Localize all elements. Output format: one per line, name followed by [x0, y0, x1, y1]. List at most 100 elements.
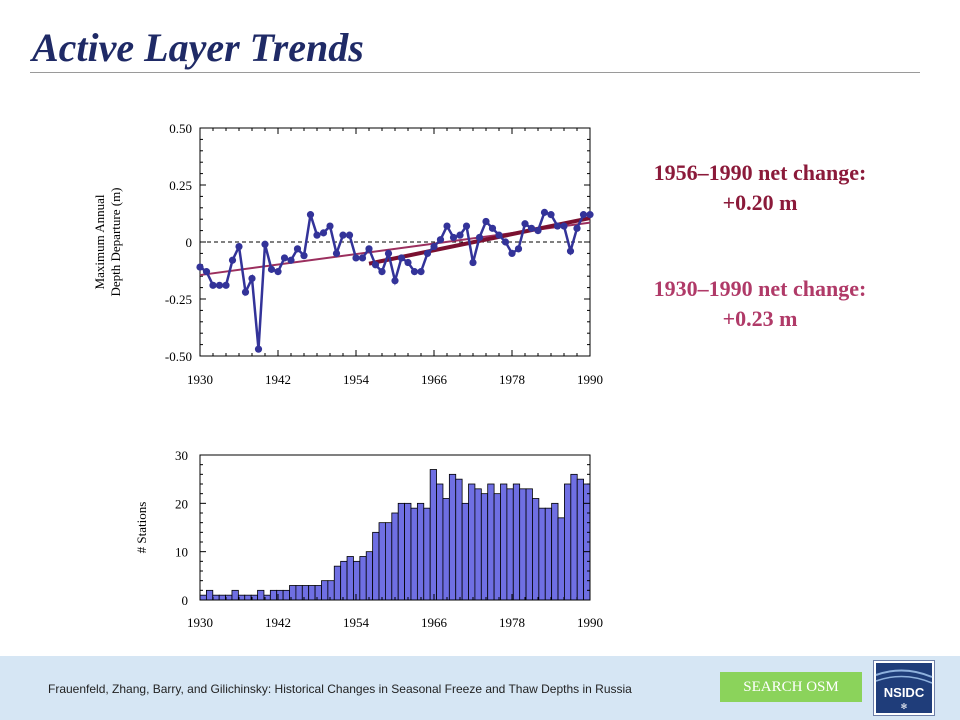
- y-tick-label: 0: [182, 593, 189, 608]
- data-point: [235, 242, 243, 251]
- station-bar: [474, 488, 482, 601]
- stations-bar-chart: 1930 1942 1954 1966 1978 1990 30 20 10 0 # Station…: [134, 448, 603, 630]
- data-point: [560, 222, 568, 230]
- x-tick-label: 1990: [577, 615, 603, 630]
- y-tick-label: -0.25: [165, 292, 192, 307]
- station-bar: [455, 478, 463, 601]
- y-tick-label: 30: [175, 448, 188, 463]
- station-bar: [416, 502, 425, 601]
- station-bar: [519, 488, 527, 601]
- station-bar: [282, 589, 290, 601]
- data-point: [579, 211, 588, 219]
- station-bar: [436, 483, 444, 601]
- y-tick-label: 10: [175, 545, 188, 560]
- station-bar: [461, 502, 469, 601]
- data-point: [514, 245, 523, 253]
- x-tick-label: 1978: [499, 615, 525, 630]
- nsidc-logo[interactable]: NSIDC ✻: [873, 660, 935, 716]
- data-point: [553, 222, 562, 230]
- station-bar: [359, 556, 367, 601]
- full-change-value: +0.23 m: [722, 306, 798, 331]
- data-point: [384, 249, 393, 257]
- y-tick-label: 20: [175, 496, 188, 511]
- data-point: [521, 220, 529, 228]
- data-point: [482, 217, 490, 226]
- data-point: [430, 242, 438, 251]
- station-bar: [410, 507, 418, 601]
- data-point: [371, 261, 380, 269]
- station-bar: [506, 488, 514, 601]
- y-tick-label: 0: [186, 235, 193, 250]
- snowflake-icon: ✻: [901, 702, 908, 711]
- station-bar: [314, 585, 322, 601]
- recent-change-annotation: 1956–1990 net change: +0.20 m: [610, 160, 910, 216]
- data-point: [306, 211, 315, 219]
- data-point: [332, 249, 341, 257]
- data-point: [293, 245, 302, 253]
- recent-change-value: +0.20 m: [722, 190, 798, 215]
- search-osm-button[interactable]: SEARCH OSM: [720, 672, 862, 702]
- station-bar: [244, 594, 252, 601]
- data-point: [475, 233, 484, 242]
- data-point: [410, 268, 419, 276]
- station-bar: [532, 498, 540, 601]
- station-bar: [205, 589, 214, 601]
- data-point: [287, 256, 295, 264]
- data-point: [345, 231, 354, 239]
- data-point: [378, 268, 386, 276]
- x-tick-label: 1966: [421, 615, 448, 630]
- station-bar: [327, 580, 335, 601]
- station-bar: [544, 507, 553, 601]
- station-bar: [429, 469, 437, 601]
- station-bar: [346, 556, 354, 601]
- station-bar: [321, 580, 329, 601]
- station-bar: [538, 507, 546, 601]
- station-bar: [500, 483, 508, 601]
- page-title: Active Layer Trends: [32, 25, 364, 70]
- data-point: [449, 233, 458, 242]
- y-tick-label: 0.50: [169, 121, 192, 136]
- x-tick-label: 1954: [343, 615, 370, 630]
- data-point: [586, 211, 594, 219]
- station-bar: [397, 502, 405, 601]
- station-bar: [525, 488, 533, 601]
- data-point: [417, 268, 425, 276]
- data-point: [215, 281, 224, 289]
- nsidc-logo-graphic: NSIDC ✻: [875, 663, 933, 713]
- station-bar: [551, 502, 559, 601]
- data-point: [267, 265, 276, 273]
- depth-departure-line-chart: 1930 1942 1954 1966 1978 1990 0.50 0.25 0 -0.25 -0…: [92, 121, 603, 387]
- station-bar: [308, 585, 316, 601]
- data-point: [352, 254, 360, 262]
- data-point: [443, 222, 451, 230]
- data-point: [527, 224, 536, 232]
- data-point: [319, 229, 328, 237]
- station-bar: [218, 594, 226, 601]
- station-bar: [391, 512, 399, 601]
- station-bar: [404, 502, 412, 601]
- data-point: [261, 240, 269, 248]
- station-bar: [289, 585, 297, 601]
- station-bar: [257, 589, 265, 601]
- station-bar: [269, 589, 278, 601]
- data-point: [397, 254, 406, 262]
- station-bar: [448, 473, 457, 601]
- data-point: [501, 238, 510, 246]
- station-bar: [333, 565, 342, 601]
- data-point: [300, 252, 308, 260]
- station-bar: [512, 483, 521, 601]
- x-tick-label: 1990: [577, 372, 603, 387]
- station-bar: [225, 594, 233, 601]
- y-tick-label: 0.25: [169, 178, 192, 193]
- data-point: [404, 258, 412, 267]
- data-point: [495, 231, 503, 239]
- data-point: [488, 224, 497, 232]
- x-tick-label: 1978: [499, 372, 525, 387]
- data-point: [222, 281, 230, 289]
- data-point: [202, 268, 211, 276]
- station-bar: [199, 594, 207, 601]
- data-point: [209, 281, 217, 289]
- data-point: [436, 236, 445, 244]
- data-point: [423, 249, 432, 257]
- station-bar: [442, 498, 450, 601]
